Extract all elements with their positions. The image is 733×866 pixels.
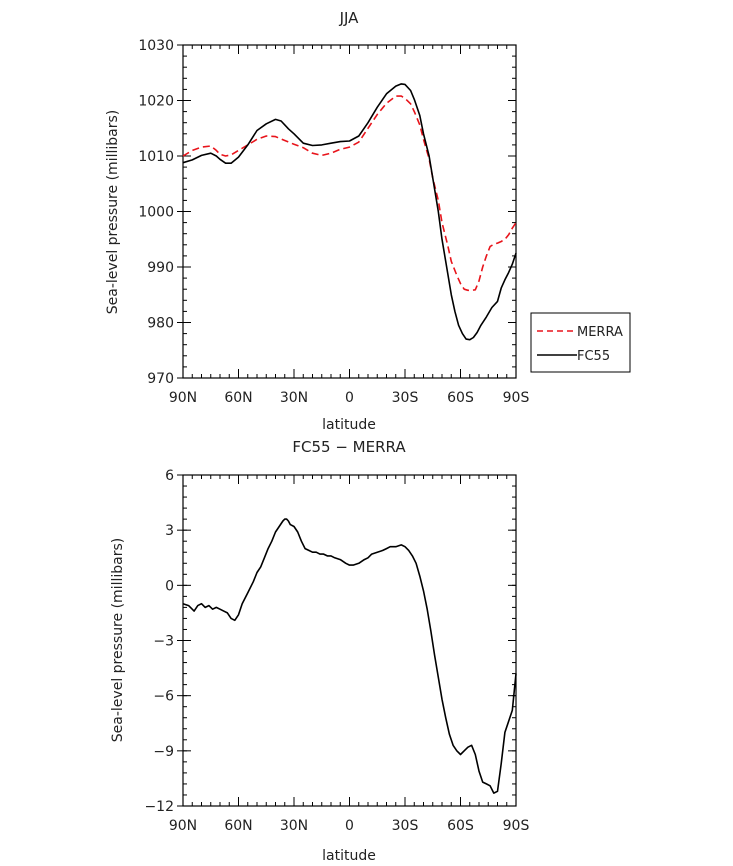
bottom-chart-x-tick-label: 0 xyxy=(345,818,354,834)
bottom-chart-x-tick-label: 90S xyxy=(503,818,530,834)
top-chart-x-tick-label: 90N xyxy=(169,390,197,406)
top-chart-y-tick-label: 980 xyxy=(147,316,174,332)
bottom-chart-y-tick-label: −9 xyxy=(153,744,174,760)
bottom-chart-x-tick-label: 30N xyxy=(280,818,308,834)
bottom-chart-axes: 90N 60N 30N 0 30S 60S 90S −12 −9 −6 −3 0 3 6 xyxy=(144,468,529,834)
top-chart-y-tick-label: 1020 xyxy=(138,94,174,110)
top-chart-series-fc55-line xyxy=(182,83,517,341)
bottom-chart-y-tick-label: 6 xyxy=(165,468,174,484)
bottom-chart-x-tick-label: 90N xyxy=(169,818,197,834)
top-chart-title: JJA xyxy=(339,9,360,27)
bottom-chart-plot-frame xyxy=(182,474,517,807)
bottom-chart-series-difference-line xyxy=(182,518,517,794)
bottom-chart-y-tick-label: 0 xyxy=(165,578,174,594)
top-chart-series-merra-line xyxy=(182,95,517,292)
top-chart-legend: MERRA FC55 xyxy=(530,312,631,373)
bottom-chart-x-axis-label: latitude xyxy=(322,848,376,864)
top-chart-axes: 90N 60N 30N 0 30S 60S 90S 970 980 990 1000 1010 1020… xyxy=(138,38,529,406)
legend-merra-label: MERRA xyxy=(577,325,623,340)
top-chart-x-tick-label: 0 xyxy=(345,390,354,406)
top-chart-x-tick-label: 60N xyxy=(224,390,252,406)
bottom-chart-title: FC55 − MERRA xyxy=(292,438,406,456)
top-chart-x-tick-label: 30N xyxy=(280,390,308,406)
top-chart-plot-frame xyxy=(182,44,517,379)
bottom-chart-x-tick-label: 60S xyxy=(447,818,474,834)
top-chart-x-tick-label: 90S xyxy=(503,390,530,406)
legend-fc55-label: FC55 xyxy=(577,349,610,364)
top-chart-panel: JJA Sea-level pressure (millibars) latit… xyxy=(105,9,631,433)
top-chart-y-axis-label: Sea-level pressure (millibars) xyxy=(105,110,121,314)
bottom-chart-y-tick-label: 3 xyxy=(165,523,174,539)
top-chart-y-tick-label: 1000 xyxy=(138,205,174,221)
top-chart-y-tick-label: 1030 xyxy=(138,38,174,54)
bottom-chart-y-tick-label: −3 xyxy=(153,634,174,650)
bottom-chart-series-group xyxy=(182,518,517,794)
bottom-chart-y-tick-label: −12 xyxy=(144,799,174,815)
bottom-chart-y-tick-label: −6 xyxy=(153,689,174,705)
bottom-chart-x-tick-label: 30S xyxy=(392,818,419,834)
bottom-chart-panel: FC55 − MERRA Sea-level pressure (milliba… xyxy=(110,438,529,864)
top-chart-y-tick-label: 970 xyxy=(147,371,174,387)
top-chart-x-axis-label: latitude xyxy=(322,417,376,433)
top-chart-series-group xyxy=(182,83,517,341)
legend-box xyxy=(530,312,631,373)
bottom-chart-y-axis-label: Sea-level pressure (millibars) xyxy=(110,538,126,742)
top-chart-x-tick-label: 60S xyxy=(447,390,474,406)
top-chart-x-tick-label: 30S xyxy=(392,390,419,406)
top-chart-y-tick-label: 990 xyxy=(147,260,174,276)
bottom-chart-x-tick-label: 60N xyxy=(224,818,252,834)
top-chart-y-tick-label: 1010 xyxy=(138,149,174,165)
